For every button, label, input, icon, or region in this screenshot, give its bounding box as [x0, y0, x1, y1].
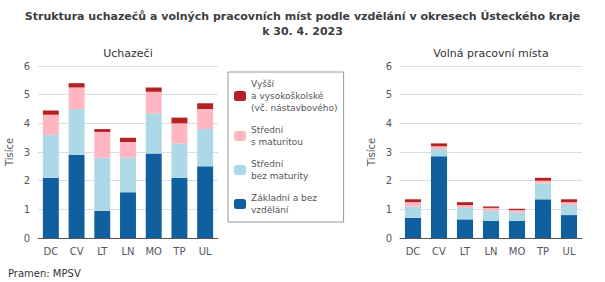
svg-text:1: 1: [386, 204, 392, 215]
svg-text:0: 0: [24, 233, 30, 244]
svg-text:Struktura uchazečů a volných p: Struktura uchazečů a volných pracovních …: [25, 10, 580, 23]
svg-text:a vysokoškolské: a vysokoškolské: [251, 91, 324, 101]
svg-text:3: 3: [386, 147, 392, 158]
svg-text:Střední: Střední: [251, 125, 284, 135]
svg-text:LT: LT: [460, 246, 471, 257]
svg-text:Pramen: MPSV: Pramen: MPSV: [8, 268, 81, 279]
svg-text:5: 5: [24, 89, 30, 100]
svg-text:6: 6: [24, 61, 30, 72]
svg-text:DC: DC: [44, 246, 59, 257]
svg-text:DC: DC: [406, 246, 421, 257]
svg-text:4: 4: [386, 118, 392, 129]
svg-text:3: 3: [24, 147, 30, 158]
svg-text:CV: CV: [432, 246, 446, 257]
svg-text:k 30. 4. 2023: k 30. 4. 2023: [262, 25, 343, 38]
svg-text:s maturitou: s maturitou: [251, 137, 303, 147]
svg-text:5: 5: [386, 89, 392, 100]
svg-text:LT: LT: [97, 246, 108, 257]
svg-text:vzdělání: vzdělání: [251, 205, 289, 215]
svg-text:Tisíce: Tisíce: [366, 138, 377, 167]
svg-text:LN: LN: [121, 246, 134, 257]
svg-text:Uchazeči: Uchazeči: [103, 47, 152, 60]
svg-text:(vč. nástavbového): (vč. nástavbového): [251, 103, 338, 113]
svg-text:0: 0: [386, 233, 392, 244]
svg-text:MO: MO: [145, 246, 162, 257]
svg-text:TP: TP: [536, 246, 549, 257]
svg-text:CV: CV: [70, 246, 84, 257]
svg-text:UL: UL: [199, 246, 212, 257]
svg-text:MO: MO: [509, 246, 526, 257]
svg-text:Základní a bez: Základní a bez: [251, 193, 317, 203]
svg-text:Střední: Střední: [251, 159, 284, 169]
svg-text:2: 2: [24, 175, 30, 186]
svg-text:Volná pracovní místa: Volná pracovní místa: [433, 47, 548, 60]
svg-text:bez maturity: bez maturity: [251, 171, 309, 181]
svg-text:TP: TP: [172, 246, 185, 257]
svg-text:6: 6: [386, 61, 392, 72]
svg-text:UL: UL: [563, 246, 576, 257]
svg-text:LN: LN: [484, 246, 497, 257]
svg-text:Tisíce: Tisíce: [4, 138, 15, 167]
svg-text:Vyšší: Vyšší: [251, 79, 275, 89]
svg-text:4: 4: [24, 118, 30, 129]
svg-text:1: 1: [24, 204, 30, 215]
svg-text:2: 2: [386, 175, 392, 186]
